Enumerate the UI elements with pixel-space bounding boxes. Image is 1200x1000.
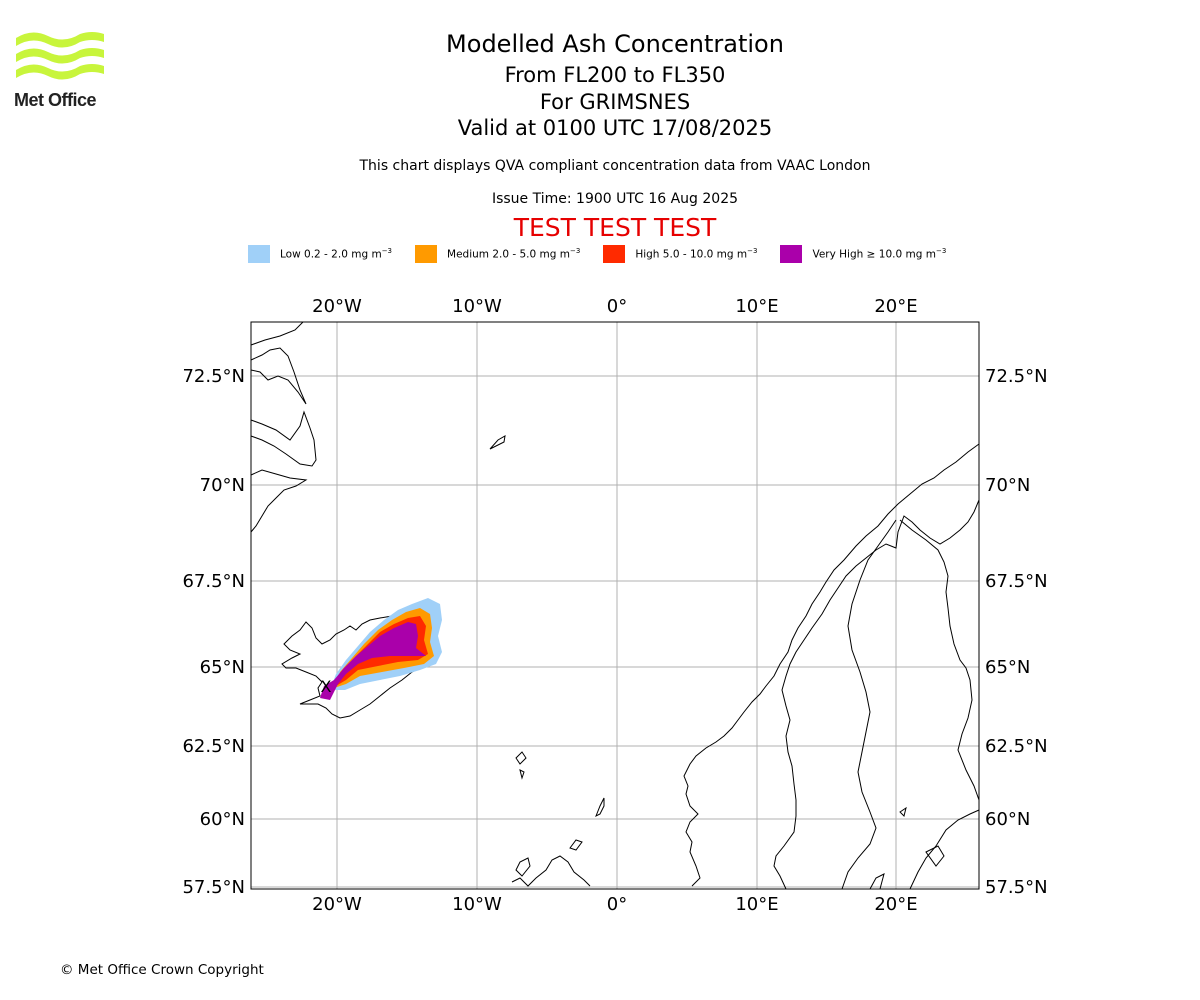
lat-label-right: 60°N	[985, 809, 1030, 830]
legend-swatch-high	[603, 245, 626, 263]
lon-label-bottom: 0°	[607, 894, 627, 915]
legend-label-very-high: Very High ≥ 10.0 mg m−3	[812, 247, 947, 261]
lon-label-top: 10°W	[452, 296, 502, 317]
ash-plume	[320, 598, 442, 700]
lat-label-left: 62.5°N	[182, 736, 245, 757]
lat-label-left: 67.5°N	[182, 571, 245, 592]
lon-label-bottom: 10°E	[735, 894, 778, 915]
legend-item-medium: Medium 2.0 - 5.0 mg m−3	[415, 245, 580, 263]
copyright-notice: © Met Office Crown Copyright	[60, 962, 264, 978]
valid-time: Valid at 0100 UTC 17/08/2025	[457, 116, 773, 140]
coastlines	[250, 321, 980, 890]
met-office-logo-text: Met Office	[14, 90, 97, 110]
lat-label-right: 67.5°N	[985, 571, 1048, 592]
legend-item-low: Low 0.2 - 2.0 mg m−3	[248, 245, 392, 263]
lon-labels-top: 20°W 10°W 0° 10°E 20°E	[312, 296, 917, 317]
lon-label-bottom: 10°W	[452, 894, 502, 915]
legend-label-low: Low 0.2 - 2.0 mg m−3	[280, 247, 393, 261]
legend-swatch-very-high	[780, 245, 803, 263]
chart-description: This chart displays QVA compliant concen…	[359, 158, 871, 174]
legend-item-very-high: Very High ≥ 10.0 mg m−3	[780, 245, 946, 263]
lat-labels-left: 72.5°N 70°N 67.5°N 65°N 62.5°N 60°N 57.5…	[182, 366, 245, 898]
lon-label-top: 20°E	[874, 296, 917, 317]
lon-labels-bottom: 20°W 10°W 0° 10°E 20°E	[312, 894, 917, 915]
map-frame	[250, 321, 980, 890]
lon-label-bottom: 20°E	[874, 894, 917, 915]
lat-label-left: 70°N	[200, 475, 245, 496]
lon-label-top: 20°W	[312, 296, 362, 317]
flight-level-range: From FL200 to FL350	[504, 63, 726, 87]
lat-label-left: 65°N	[200, 657, 245, 678]
lat-label-left: 57.5°N	[182, 877, 245, 898]
lon-label-top: 0°	[607, 296, 627, 317]
volcano-marker: X	[321, 677, 332, 696]
chart-title: Modelled Ash Concentration	[446, 30, 784, 58]
test-banner: TEST TEST TEST	[513, 213, 717, 242]
lat-label-right: 57.5°N	[985, 877, 1048, 898]
lon-label-bottom: 20°W	[312, 894, 362, 915]
lon-label-top: 10°E	[735, 296, 778, 317]
legend-item-high: High 5.0 - 10.0 mg m−3	[603, 245, 757, 263]
legend-label-medium: Medium 2.0 - 5.0 mg m−3	[447, 247, 581, 261]
legend-label-high: High 5.0 - 10.0 mg m−3	[635, 247, 758, 261]
legend-swatch-low	[248, 245, 270, 263]
volcano-name: For GRIMSNES	[539, 90, 691, 114]
issue-time: Issue Time: 1900 UTC 16 Aug 2025	[491, 191, 739, 207]
lat-label-right: 72.5°N	[985, 366, 1048, 387]
lat-label-left: 60°N	[200, 809, 245, 830]
gridlines	[251, 322, 979, 889]
lat-label-left: 72.5°N	[182, 366, 245, 387]
lat-label-right: 65°N	[985, 657, 1030, 678]
met-office-logo	[16, 32, 104, 80]
lat-label-right: 62.5°N	[985, 736, 1048, 757]
legend: Low 0.2 - 2.0 mg m−3 Medium 2.0 - 5.0 mg…	[248, 244, 969, 264]
legend-swatch-medium	[415, 245, 438, 263]
lat-labels-right: 72.5°N 70°N 67.5°N 65°N 62.5°N 60°N 57.5…	[985, 366, 1048, 898]
lat-label-right: 70°N	[985, 475, 1030, 496]
